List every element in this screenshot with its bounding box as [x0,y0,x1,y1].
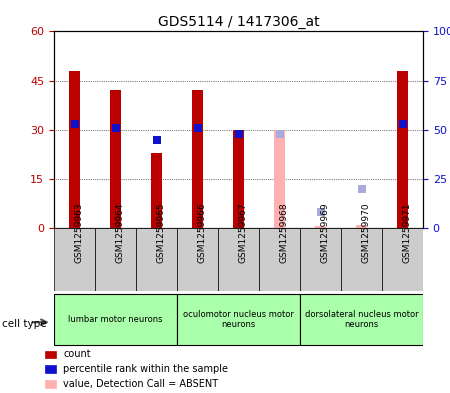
Bar [54,294,177,345]
Bar [341,228,382,291]
Text: GSM1259966: GSM1259966 [198,203,207,263]
Point [235,130,242,137]
Text: GSM1259970: GSM1259970 [361,203,370,263]
Bar [356,225,367,228]
Point [194,125,201,131]
Bar [218,228,259,291]
Title: GDS5114 / 1417306_at: GDS5114 / 1417306_at [158,15,320,29]
Text: GSM1259971: GSM1259971 [402,203,411,263]
Text: oculomotor nucleus motor
neurons: oculomotor nucleus motor neurons [183,310,294,329]
Text: value, Detection Call = ABSENT: value, Detection Call = ABSENT [63,379,218,389]
Text: GSM1259967: GSM1259967 [238,203,248,263]
Bar [382,228,423,291]
Text: GSM1259964: GSM1259964 [116,203,125,263]
Text: GSM1259969: GSM1259969 [320,203,329,263]
Point [153,136,160,143]
Bar [300,294,423,345]
Text: lumbar motor neurons: lumbar motor neurons [68,315,163,324]
Text: dorsolateral nucleus motor
neurons: dorsolateral nucleus motor neurons [305,310,418,329]
Text: GSM1259968: GSM1259968 [279,203,288,263]
Bar [177,294,300,345]
Bar [151,152,162,228]
Point [71,121,78,127]
Bar [177,228,218,291]
Text: count: count [63,349,90,360]
Text: percentile rank within the sample: percentile rank within the sample [63,364,228,375]
Bar [193,90,202,228]
Bar [259,228,300,291]
Point [358,185,365,192]
Point [112,125,119,131]
Text: GSM1259963: GSM1259963 [75,203,84,263]
Point [276,130,283,137]
Bar [274,130,284,228]
Bar [234,130,243,228]
Point [317,209,324,215]
Bar [69,71,80,228]
Point [399,121,406,127]
Bar [300,228,341,291]
Text: GSM1259965: GSM1259965 [157,203,166,263]
Bar [397,71,408,228]
Bar [110,90,121,228]
Bar [54,228,95,291]
Bar [315,226,326,228]
Bar [136,228,177,291]
Bar [95,228,136,291]
Text: cell type: cell type [2,319,47,329]
